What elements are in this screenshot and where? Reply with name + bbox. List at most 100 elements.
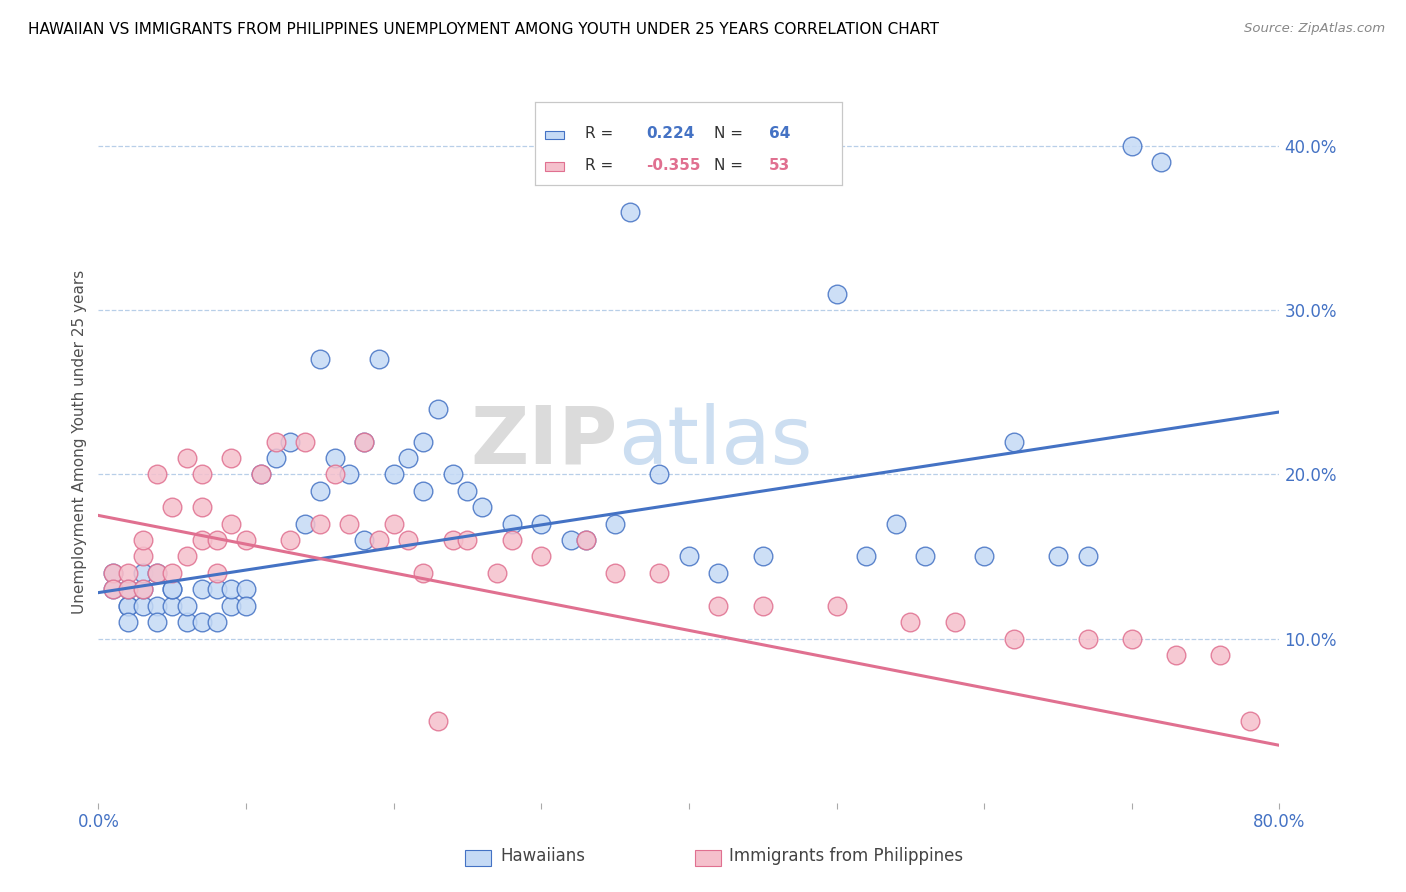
- Point: [575, 533, 598, 547]
- Point: [103, 582, 125, 597]
- Point: [825, 286, 848, 301]
- Point: [132, 582, 155, 597]
- Point: [117, 599, 139, 613]
- Text: Immigrants from Philippines: Immigrants from Philippines: [730, 847, 963, 865]
- Point: [752, 549, 775, 564]
- Bar: [464, 850, 491, 865]
- Point: [412, 566, 434, 580]
- Point: [250, 467, 273, 482]
- Point: [1209, 648, 1232, 662]
- Point: [280, 434, 302, 449]
- Point: [530, 516, 553, 531]
- Text: ZIP: ZIP: [471, 402, 619, 481]
- Point: [264, 434, 287, 449]
- Point: [619, 204, 641, 219]
- Point: [103, 566, 125, 580]
- Text: Source: ZipAtlas.com: Source: ZipAtlas.com: [1244, 22, 1385, 36]
- Point: [191, 582, 214, 597]
- Point: [146, 599, 169, 613]
- Point: [132, 533, 155, 547]
- Point: [1077, 549, 1099, 564]
- Point: [471, 500, 494, 515]
- Point: [427, 401, 450, 416]
- Point: [368, 352, 391, 367]
- Point: [117, 566, 139, 580]
- Point: [457, 483, 479, 498]
- Point: [176, 615, 198, 630]
- Point: [368, 533, 391, 547]
- Point: [457, 533, 479, 547]
- Point: [398, 450, 420, 465]
- Point: [146, 615, 169, 630]
- Point: [235, 599, 257, 613]
- Point: [205, 615, 228, 630]
- Point: [353, 434, 375, 449]
- Point: [707, 566, 730, 580]
- Point: [441, 467, 464, 482]
- Point: [264, 450, 287, 465]
- Point: [339, 516, 361, 531]
- Point: [884, 516, 907, 531]
- Point: [162, 582, 183, 597]
- Point: [117, 582, 139, 597]
- Point: [382, 516, 405, 531]
- Point: [221, 582, 243, 597]
- Point: [176, 599, 198, 613]
- Point: [146, 566, 169, 580]
- Point: [132, 599, 155, 613]
- Point: [162, 500, 183, 515]
- Point: [1002, 632, 1025, 646]
- Point: [191, 467, 214, 482]
- Point: [441, 533, 464, 547]
- Point: [605, 566, 627, 580]
- Point: [943, 615, 966, 630]
- Point: [103, 582, 125, 597]
- Point: [176, 450, 198, 465]
- Point: [117, 599, 139, 613]
- Point: [205, 566, 228, 580]
- Point: [309, 352, 332, 367]
- Point: [221, 599, 243, 613]
- Point: [117, 615, 139, 630]
- Point: [221, 516, 243, 531]
- Point: [353, 533, 375, 547]
- Point: [146, 467, 169, 482]
- Point: [146, 566, 169, 580]
- Point: [221, 450, 243, 465]
- Point: [1166, 648, 1188, 662]
- Point: [575, 533, 598, 547]
- Point: [1121, 139, 1143, 153]
- Point: [132, 566, 155, 580]
- Point: [162, 582, 183, 597]
- Point: [191, 500, 214, 515]
- Point: [648, 566, 671, 580]
- Text: atlas: atlas: [619, 402, 813, 481]
- Point: [605, 516, 627, 531]
- Point: [648, 467, 671, 482]
- Point: [855, 549, 877, 564]
- Point: [382, 467, 405, 482]
- Point: [1121, 632, 1143, 646]
- Point: [501, 533, 523, 547]
- Point: [1077, 632, 1099, 646]
- Point: [117, 582, 139, 597]
- Point: [973, 549, 995, 564]
- Point: [398, 533, 420, 547]
- Point: [294, 434, 316, 449]
- Point: [294, 516, 316, 531]
- Point: [323, 467, 346, 482]
- Point: [205, 582, 228, 597]
- Point: [914, 549, 936, 564]
- Point: [900, 615, 922, 630]
- Point: [309, 516, 332, 531]
- Point: [280, 533, 302, 547]
- Point: [486, 566, 509, 580]
- Text: Hawaiians: Hawaiians: [501, 847, 585, 865]
- Point: [132, 549, 155, 564]
- Point: [1239, 714, 1261, 728]
- Point: [205, 533, 228, 547]
- Point: [560, 533, 582, 547]
- Point: [412, 434, 434, 449]
- Point: [530, 549, 553, 564]
- Point: [162, 599, 183, 613]
